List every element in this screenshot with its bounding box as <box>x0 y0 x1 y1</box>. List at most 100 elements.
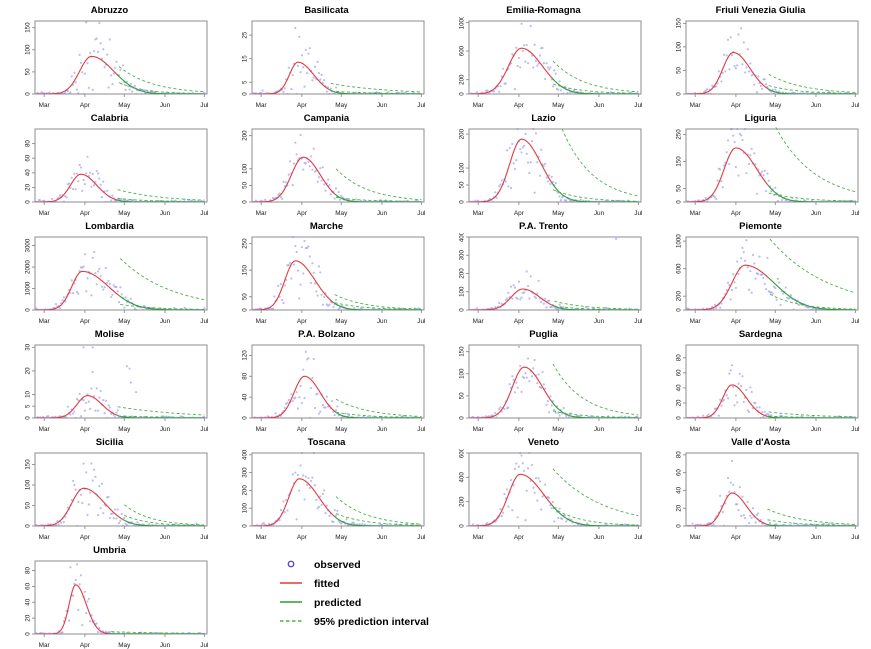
observed-point <box>721 510 724 514</box>
observed-point <box>308 486 311 490</box>
y-tick-label: 40 <box>25 598 32 605</box>
x-tick-label: Jul <box>200 534 208 541</box>
observed-point <box>85 290 88 293</box>
interval-upper-curve <box>335 496 422 525</box>
x-tick-label: Jun <box>160 318 171 325</box>
interval-upper-curve <box>768 411 856 418</box>
predicted-curve <box>334 516 422 526</box>
observed-point <box>317 265 321 268</box>
y-tick-label: 0 <box>25 416 32 420</box>
observed-point <box>69 413 72 416</box>
observed-point <box>100 195 104 199</box>
observed-point <box>747 410 751 413</box>
region-panel-sardegna: Sardegna 0 20 40 60 80 Mar Apr May Jun Jul <box>652 325 869 433</box>
observed-point <box>491 200 494 202</box>
fitted-curve <box>253 61 330 94</box>
observed-point <box>779 303 782 307</box>
y-tick-label: 30 <box>25 343 32 350</box>
observed-point <box>745 239 748 242</box>
observed-point <box>83 72 86 75</box>
observed-point <box>732 385 735 388</box>
observed-point <box>516 516 519 519</box>
observed-point <box>107 279 110 283</box>
y-tick-label: 60 <box>676 469 683 476</box>
observed-point <box>300 451 303 455</box>
observed-point <box>726 139 730 142</box>
observed-point <box>73 582 76 585</box>
observed-point <box>334 514 338 517</box>
observed-point <box>82 399 85 402</box>
predicted-curve <box>767 415 856 418</box>
observed-point <box>538 174 542 177</box>
observed-point <box>562 406 565 410</box>
region-panel-p-a-bolzano: P.A. Bolzano 0 40 80 120 Mar Apr May Jun Jul <box>218 325 435 433</box>
predicted-curve <box>767 87 856 94</box>
observed-point <box>504 82 507 85</box>
y-tick-label: 50 <box>25 501 32 508</box>
observed-point <box>775 298 778 302</box>
observed-point <box>95 37 98 40</box>
region-panel-puglia: Puglia 0 50 100 150 Mar Apr May Jun Jul <box>435 325 652 433</box>
y-tick-label: 50 <box>459 392 466 399</box>
observed-point <box>536 292 539 295</box>
observed-point <box>789 200 793 202</box>
observed-point <box>691 522 694 525</box>
observed-point <box>528 171 531 175</box>
x-tick-label: Jul <box>200 318 208 325</box>
x-tick-label: Mar <box>690 102 702 109</box>
observed-point <box>328 514 331 517</box>
observed-point <box>719 398 722 401</box>
x-tick-label: Apr <box>731 426 742 433</box>
x-tick-label: Apr <box>731 534 742 541</box>
observed-point <box>313 406 317 410</box>
observed-point <box>538 480 542 483</box>
observed-point <box>579 415 582 418</box>
observed-point <box>87 503 90 506</box>
y-tick-label: 80 <box>676 354 683 361</box>
observed-point <box>277 193 280 197</box>
observed-point <box>746 409 749 412</box>
observed-point <box>553 520 556 523</box>
observed-point <box>70 75 73 78</box>
x-tick-label: Apr <box>297 534 308 541</box>
x-tick-label: Mar <box>473 534 485 541</box>
observed-point <box>264 198 267 201</box>
observed-point <box>61 631 64 634</box>
x-tick-label: Jun <box>160 102 171 109</box>
observed-point <box>308 255 311 258</box>
legend-label: fitted <box>314 577 340 590</box>
observed-point <box>69 566 72 569</box>
observed-point <box>291 473 294 476</box>
legend-label: observed <box>314 558 361 571</box>
observed-point <box>66 405 69 408</box>
observed-point <box>320 73 323 76</box>
y-tick-label: 5 <box>242 80 249 84</box>
predicted-curve <box>116 414 205 418</box>
observed-point <box>547 496 551 500</box>
panel-title: Lombardia <box>85 221 134 232</box>
observed-point <box>494 411 497 415</box>
observed-point <box>70 498 73 502</box>
panel-chart: 0 50 100 150 Mar Apr May Jun Jul <box>25 452 208 541</box>
observed-point <box>529 161 532 164</box>
observed-point <box>95 169 98 173</box>
y-tick-label: 60 <box>676 369 683 376</box>
observed-point <box>525 152 528 155</box>
y-tick-label: 100 <box>676 41 683 52</box>
panel-chart: 0 100 200 300 400 Mar Apr May Jun Jul <box>459 233 643 325</box>
region-panel-p-a-trento: P.A. Trento 0 100 200 300 400 Mar Apr May Jun Jul <box>435 217 652 325</box>
observed-point <box>492 90 496 93</box>
observed-point <box>720 180 723 183</box>
observed-point <box>764 288 768 291</box>
observed-point <box>307 52 310 55</box>
observed-point <box>73 71 76 74</box>
observed-point <box>776 277 780 280</box>
observed-point <box>316 60 319 64</box>
predicted-curve <box>122 519 205 526</box>
x-tick-label: Mar <box>690 210 702 217</box>
observed-point <box>747 162 751 166</box>
observed-point <box>511 142 514 146</box>
x-tick-label: Jun <box>160 642 171 649</box>
observed-point <box>734 165 737 169</box>
observed-point <box>500 514 503 518</box>
